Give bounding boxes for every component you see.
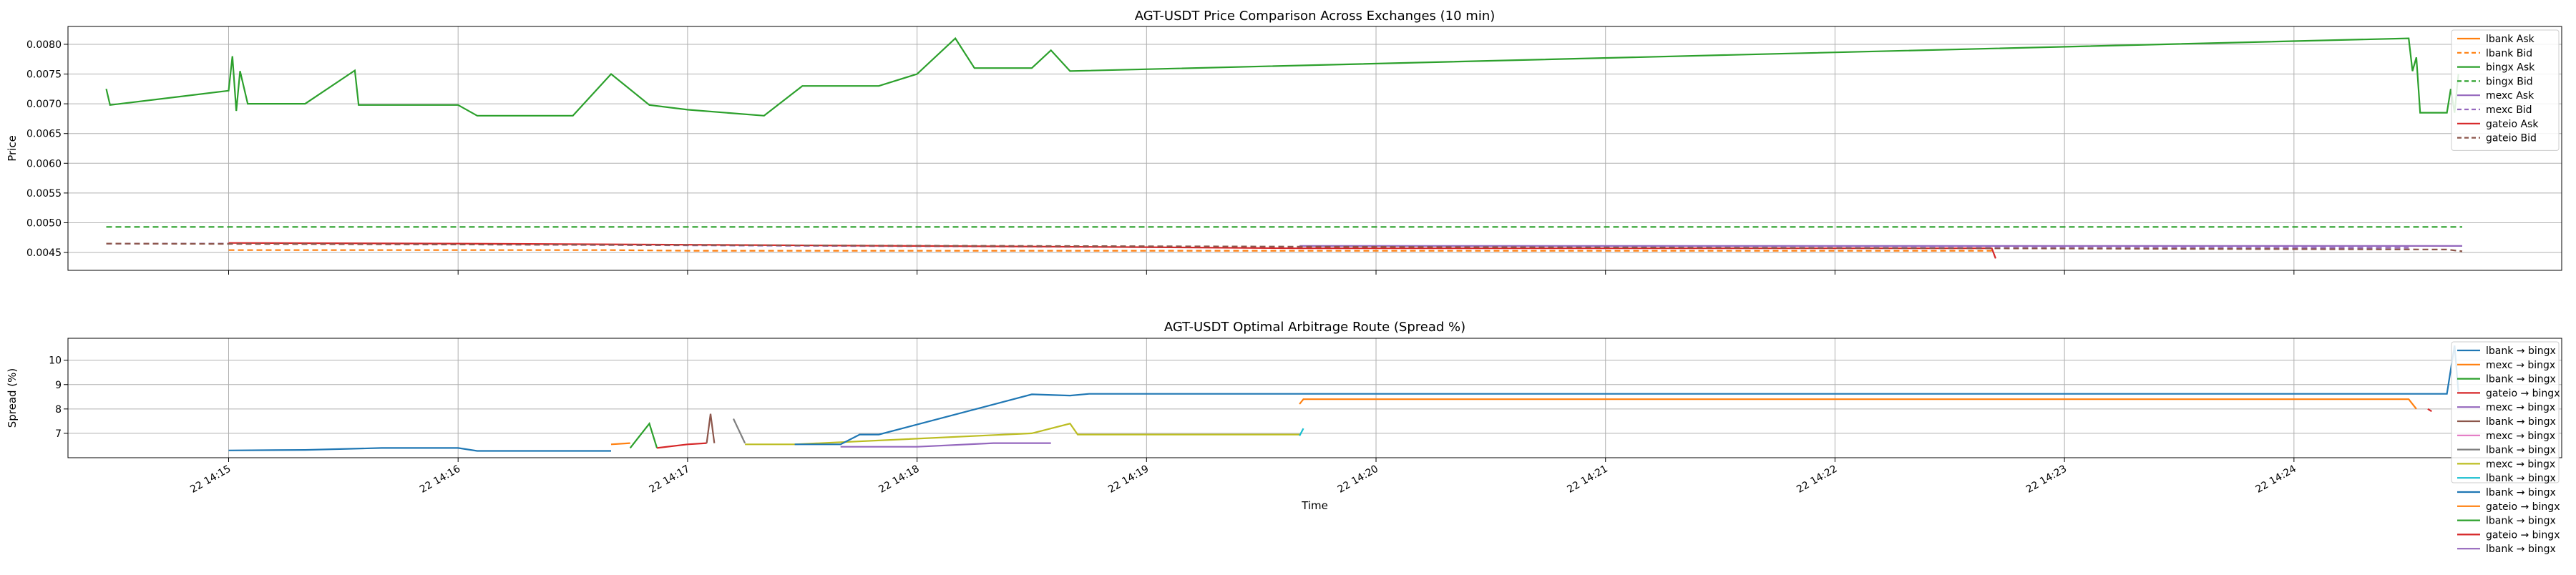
legend-label: bingx Ask: [2486, 62, 2535, 74]
y-tick-label: 7: [55, 428, 62, 440]
series-line-10: [1299, 428, 1304, 436]
series-line-8: [733, 418, 746, 444]
x-axis-label: Time: [1301, 499, 1328, 512]
chart-title: AGT-USDT Price Comparison Across Exchang…: [1135, 9, 1496, 24]
y-tick-label: 0.0050: [26, 217, 62, 229]
y-axis-label: Spread (%): [6, 368, 19, 428]
series-line-14: [2427, 408, 2432, 413]
legend-label: gateio Bid: [2486, 133, 2537, 144]
legend-label: lbank Bid: [2486, 48, 2532, 59]
series-line-1: [228, 447, 611, 452]
legend-label: gateio → bingx: [2486, 388, 2560, 399]
y-tick-label: 0.0060: [26, 158, 62, 169]
x-tick-label: 22 14:16: [418, 463, 462, 496]
chart-1: 0.0045 0.0050 0.0055 0.0060 0.0065 0.0070 0.00…: [6, 9, 2562, 275]
legend-label: lbank → bingx: [2486, 345, 2556, 357]
series-line-3: [629, 421, 658, 449]
legend-label: gateio → bingx: [2486, 529, 2560, 541]
legend-box: [2451, 29, 2560, 151]
legend-label: lbank → bingx: [2486, 416, 2556, 428]
y-tick-label: 0.0055: [26, 188, 62, 200]
legend-label: mexc → bingx: [2486, 458, 2555, 470]
x-tick-label: 22 14:22: [1795, 463, 1839, 496]
x-tick-label: 22 14:20: [1336, 463, 1380, 496]
plot-frame: [67, 338, 2562, 458]
series-line-9: [745, 423, 1300, 446]
legend-label: gateio Ask: [2486, 119, 2539, 130]
chart-title: AGT-USDT Optimal Arbitrage Route (Spread…: [1164, 320, 1465, 335]
y-tick-label: 8: [55, 404, 62, 416]
legend: lbank → bingx mexc → bingx lbank → bingx ga…: [2451, 341, 2560, 555]
y-tick-label: 0.0075: [26, 69, 62, 81]
y-axis-label: Price: [6, 135, 19, 162]
series-line-6: [706, 413, 716, 443]
legend-label: lbank → bingx: [2486, 374, 2556, 385]
series-line-4: [656, 442, 707, 449]
legend-label: mexc → bingx: [2486, 402, 2555, 413]
plot-frame: [67, 26, 2562, 271]
legend-label: mexc Ask: [2486, 90, 2534, 102]
x-tick-label: 22 14:15: [188, 463, 233, 496]
legend-label: mexc → bingx: [2486, 360, 2555, 371]
series-line-2: [610, 442, 630, 446]
legend: lbank Ask lbank Bid bingx Ask bingx Bid mexc…: [2451, 29, 2560, 151]
y-tick-label: 0.0070: [26, 99, 62, 110]
y-tick-label: 0.0045: [26, 247, 62, 259]
legend-label: lbank → bingx: [2486, 473, 2556, 484]
y-tick-label: 0.0080: [26, 39, 62, 51]
legend-label: lbank → bingx: [2486, 516, 2556, 527]
legend-label: mexc → bingx: [2486, 431, 2555, 442]
legend-label: lbank → bingx: [2486, 544, 2556, 555]
x-tick-label: 22 14:19: [1106, 463, 1151, 496]
legend-label: lbank Ask: [2486, 34, 2535, 45]
series-line-3: [105, 36, 2459, 117]
y-tick-label: 10: [49, 355, 62, 367]
legend-label: gateio → bingx: [2486, 501, 2560, 513]
legend-label: lbank → bingx: [2486, 487, 2556, 498]
x-tick-label: 22 14:21: [1565, 463, 1609, 496]
chart-2: 7 8 9 10 AGT-USDT Optimal Arbitrage Route (S…: [6, 320, 2562, 555]
x-tick-label: 22 14:18: [877, 463, 921, 496]
x-tick-label: 22 14:23: [2024, 463, 2069, 496]
series-line-2: [228, 249, 1992, 252]
series-line-11: [794, 345, 2459, 446]
legend-label: mexc Bid: [2486, 104, 2532, 116]
x-tick-label: 22 14:17: [648, 463, 692, 496]
y-tick-label: 0.0065: [26, 129, 62, 140]
legend-box: [2451, 341, 2560, 483]
series-line-15: [840, 442, 1051, 448]
x-tick-label: 22 14:24: [2254, 463, 2298, 496]
legend-label: lbank → bingx: [2486, 445, 2556, 456]
y-tick-label: 9: [55, 380, 62, 391]
legend-label: bingx Bid: [2486, 76, 2533, 87]
series-line-12: [1299, 398, 2417, 410]
